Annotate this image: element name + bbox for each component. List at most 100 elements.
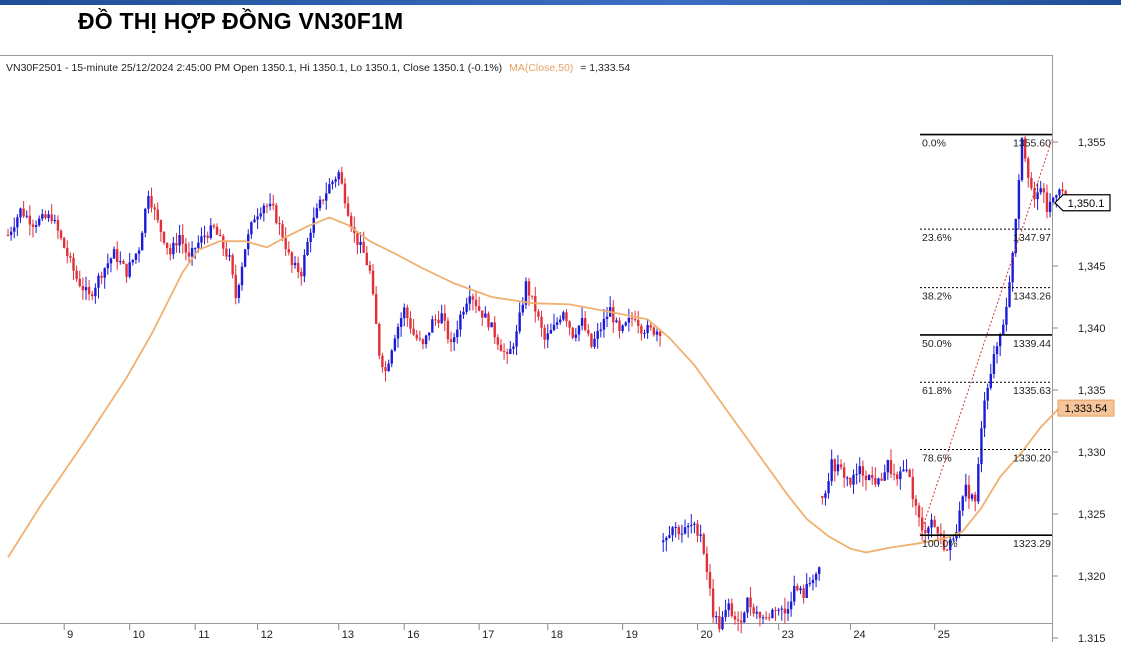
candle-body-up: [721, 617, 724, 630]
candle-body-down: [612, 307, 615, 323]
candle-body-up: [805, 583, 808, 598]
candle-body-up: [396, 326, 400, 339]
candle-body-down: [861, 466, 865, 476]
candle-body-up: [303, 255, 306, 277]
candle-body-up: [980, 428, 983, 465]
candle-body-up: [112, 249, 116, 259]
candle-body-up: [306, 242, 309, 256]
candle-body-down: [78, 278, 81, 286]
candle-body-up: [490, 322, 493, 328]
symbol-info: VN30F2501 - 15-minute 25/12/2024 2:45:00…: [6, 62, 502, 74]
x-tick-label: 11: [198, 629, 209, 641]
candle-body-up: [552, 324, 556, 331]
candle-body-down: [530, 295, 534, 297]
candle-body-down: [66, 247, 69, 257]
candle-body-up: [13, 227, 16, 232]
candle-body-down: [649, 325, 652, 328]
candle-body-up: [97, 275, 100, 288]
candle-body-up: [128, 262, 131, 277]
fib-ratio-label: 61.8%: [922, 385, 952, 397]
candle-body-down: [381, 355, 384, 368]
candle-body-up: [724, 610, 727, 618]
fib-ratio-label: 100.0%: [922, 538, 958, 550]
candle-body-up: [19, 208, 22, 218]
candle-body-down: [6, 235, 10, 236]
candle-body-down: [81, 285, 85, 291]
candle-body-up: [1020, 138, 1024, 181]
candle-body-up: [403, 307, 406, 319]
candle-body-down: [212, 225, 216, 227]
candle-body-down: [449, 339, 453, 343]
candle-body-down: [1033, 188, 1036, 200]
candle-body-down: [874, 478, 877, 485]
candle-body-down: [184, 243, 188, 253]
candle-body-down: [153, 207, 156, 210]
candle-body-up: [989, 373, 992, 388]
candle-body-up: [836, 464, 840, 472]
fib-ratio-label: 50.0%: [922, 338, 952, 350]
candle-body-up: [743, 612, 746, 623]
candle-body-down: [839, 464, 843, 468]
x-tick-label: 24: [853, 629, 865, 641]
candle-body-down: [340, 172, 344, 184]
candle-body-down: [181, 235, 184, 244]
candle-body-up: [599, 329, 602, 331]
candle-body-up: [683, 527, 687, 534]
candle-body-up: [312, 217, 315, 233]
candle-body-up: [337, 172, 340, 180]
fib-price-label: 1355.60: [1013, 138, 1051, 150]
candle-body-up: [952, 538, 955, 540]
candle-body-down: [62, 237, 66, 248]
candle-body-down: [56, 219, 60, 231]
candle-body-up: [727, 603, 730, 611]
candle-body-down: [365, 252, 368, 266]
candle-body-up: [855, 473, 858, 475]
candle-body-down: [368, 265, 372, 271]
candle-body-down: [652, 327, 656, 335]
candle-body-down: [122, 261, 125, 264]
candle-body-down: [864, 475, 868, 481]
candle-body-up: [1014, 218, 1017, 254]
candle-body-down: [658, 331, 662, 337]
candle-body-up: [518, 312, 521, 332]
candle-body-down: [920, 517, 924, 530]
candle-body-down: [718, 616, 721, 630]
candle-body-down: [287, 249, 290, 253]
candle-body-up: [106, 263, 110, 269]
candle-body-down: [540, 316, 543, 328]
candle-body-up: [1039, 188, 1042, 193]
candle-body-down: [708, 572, 712, 589]
candle-body-up: [699, 534, 702, 536]
ma-legend-label: MA(Close,50): [509, 62, 573, 74]
candle-body-down: [584, 318, 587, 331]
candle-body-down: [590, 333, 593, 347]
candle-body-down: [471, 296, 475, 300]
candle-body-up: [995, 346, 999, 355]
candle-body-up: [178, 235, 181, 246]
candle-body-up: [119, 261, 122, 263]
candle-body-up: [615, 320, 618, 323]
candle-body-up: [977, 464, 980, 502]
axes-layer: 1,315 1,320 1,325 1,330 1,335 1,340 1,345 1,350…: [63, 137, 1115, 645]
candle-body-up: [9, 231, 13, 236]
candle-body-up: [318, 199, 322, 209]
candle-body-up: [1002, 324, 1005, 335]
candle-body-up: [1055, 195, 1058, 198]
x-tick-label: 12: [261, 629, 273, 641]
candle-body-down: [75, 270, 78, 279]
candle-body-up: [930, 519, 933, 528]
candle-body-up: [949, 539, 952, 551]
candle-body-up: [103, 268, 106, 278]
candle-body-down: [871, 475, 874, 479]
candle-body-down: [796, 585, 799, 591]
candle-body-down: [278, 223, 281, 225]
candle-body-down: [162, 231, 166, 243]
candle-body-down: [892, 473, 896, 475]
candle-body-up: [459, 314, 462, 330]
candle-body-down: [300, 271, 303, 277]
candles-layer: [6, 136, 1067, 634]
candle-body-down: [702, 534, 705, 554]
candle-body-up: [786, 609, 790, 614]
candle-body-up: [256, 216, 259, 220]
candle-body-down: [290, 252, 294, 266]
